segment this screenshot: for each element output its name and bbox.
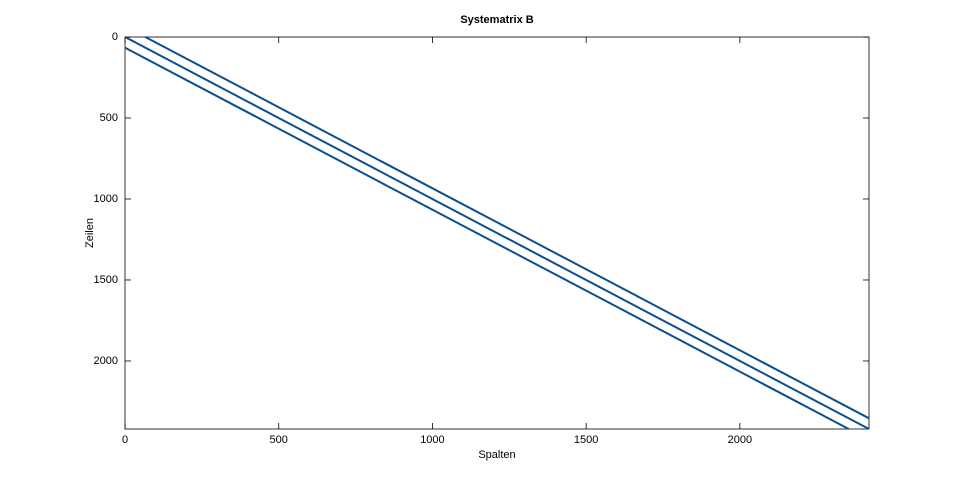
x-tick-label: 2000 — [728, 434, 752, 446]
x-tick-label: 0 — [122, 434, 128, 446]
y-tick-label: 2000 — [94, 355, 118, 367]
x-tick-label: 1000 — [420, 434, 444, 446]
y-tick-label: 1500 — [94, 274, 118, 286]
diagonal-line — [124, 36, 870, 430]
y-tick-label: 1000 — [94, 193, 118, 205]
x-tick-label: 500 — [270, 434, 288, 446]
plot-frame — [124, 36, 870, 430]
y-tick-label: 500 — [100, 112, 118, 124]
x-axis-label: Spalten — [478, 449, 515, 461]
diagonal-line — [124, 46, 850, 430]
y-tick-label: 0 — [112, 31, 118, 43]
y-axis-label: Zeilen — [84, 218, 96, 248]
diagonal-line — [144, 36, 870, 420]
x-tick-label: 1500 — [574, 434, 598, 446]
chart-title: Systematrix B — [460, 14, 533, 26]
